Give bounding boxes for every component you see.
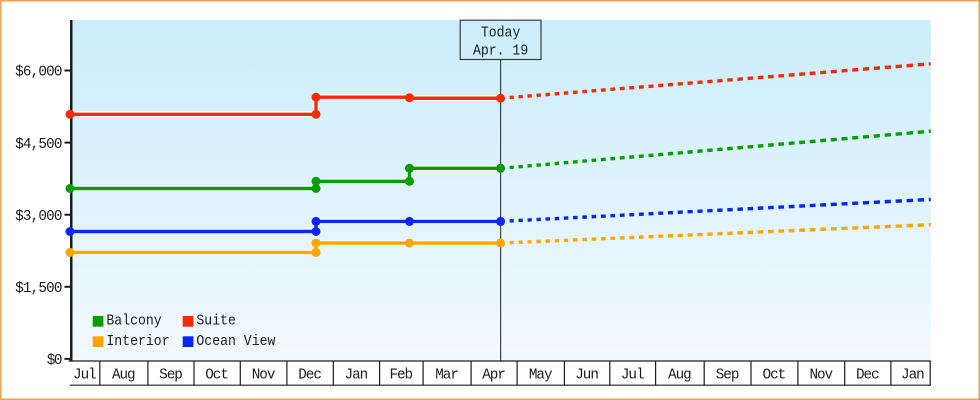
svg-text:Sep: Sep: [716, 368, 740, 384]
svg-text:Jul: Jul: [73, 368, 97, 384]
svg-text:Nov: Nov: [252, 368, 276, 384]
svg-text:Ocean View: Ocean View: [196, 334, 275, 350]
svg-text:Feb: Feb: [389, 368, 413, 384]
svg-text:Apr: Apr: [482, 368, 506, 384]
svg-text:Aug: Aug: [668, 368, 692, 384]
svg-text:Nov: Nov: [809, 368, 833, 384]
svg-text:Oct: Oct: [205, 368, 229, 384]
svg-text:Jan: Jan: [345, 368, 369, 384]
svg-text:$6,000: $6,000: [15, 65, 62, 81]
svg-text:Balcony: Balcony: [106, 314, 162, 330]
svg-text:Apr. 19: Apr. 19: [473, 44, 528, 60]
svg-text:Jul: Jul: [621, 368, 645, 384]
svg-text:Mar: Mar: [435, 368, 459, 384]
svg-text:Dec: Dec: [856, 368, 880, 384]
svg-text:$4,500: $4,500: [15, 137, 62, 153]
svg-text:$3,000: $3,000: [15, 209, 62, 225]
svg-text:Sep: Sep: [159, 368, 183, 384]
svg-text:Interior: Interior: [106, 334, 169, 350]
svg-text:Suite: Suite: [196, 314, 236, 330]
svg-text:Oct: Oct: [763, 368, 787, 384]
svg-text:$0: $0: [47, 353, 63, 369]
svg-text:Dec: Dec: [298, 368, 322, 384]
svg-text:Today: Today: [481, 26, 521, 42]
svg-text:Jan: Jan: [901, 368, 925, 384]
svg-text:$1,500: $1,500: [15, 281, 62, 297]
svg-text:Jun: Jun: [575, 368, 599, 384]
svg-text:May: May: [529, 368, 553, 384]
svg-text:Aug: Aug: [112, 368, 136, 384]
